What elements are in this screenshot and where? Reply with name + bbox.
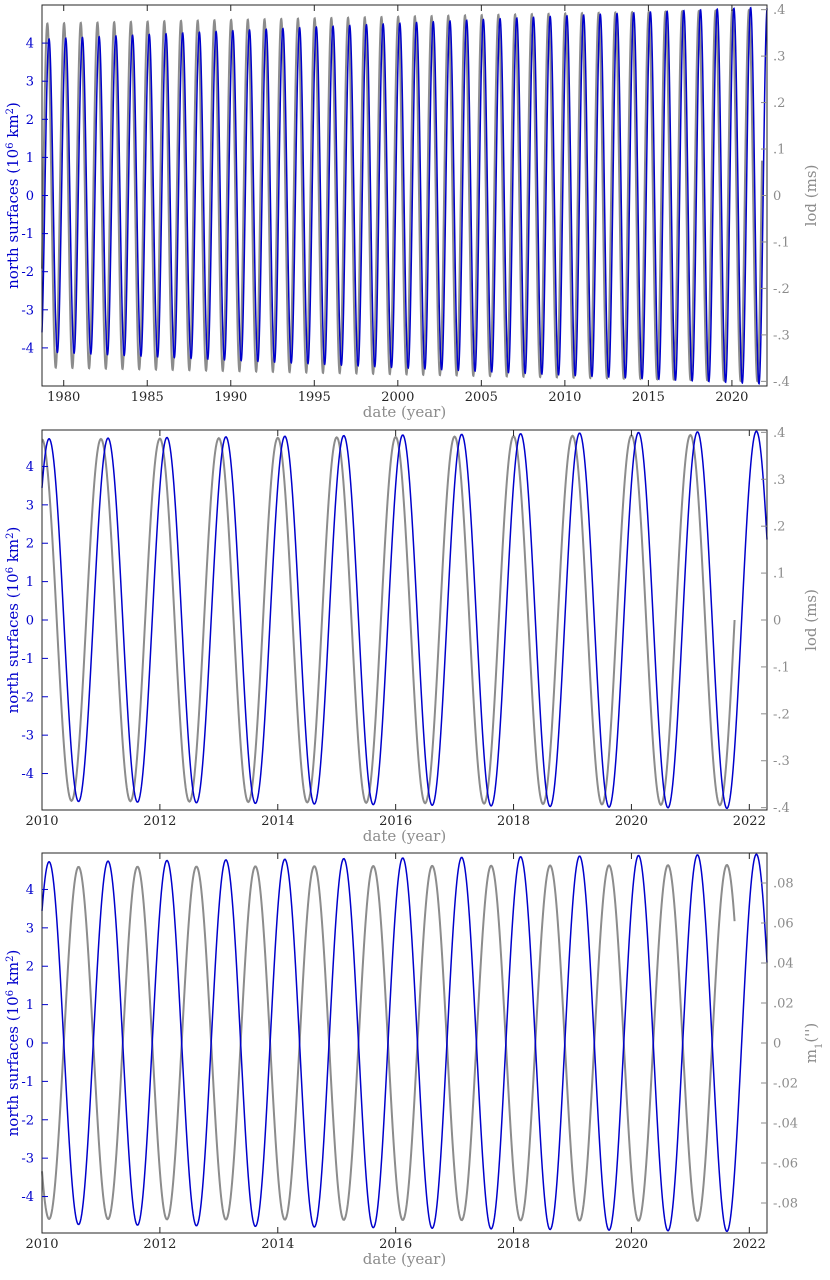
x-axis-label: date (year) [363, 827, 446, 845]
y-left-tick-label: 1 [26, 998, 34, 1013]
plot-frame [41, 852, 768, 1234]
x-tick-label: 2010 [548, 390, 581, 405]
x-tick-label: 2010 [25, 814, 58, 829]
y-right-tick-label: 0 [773, 1037, 781, 1052]
y-right-tick-label: .4 [773, 3, 785, 18]
y-left-tick-label: -4 [21, 341, 34, 356]
y-right-tick-label: .1 [773, 567, 785, 582]
x-tick-label: 2020 [615, 814, 648, 829]
chart-panel-2: 2010 2012 2014 2016 2018 2020 2022 -4 -3 -2 -1 0 1 2 3… [4, 426, 820, 845]
y-right-tick-label: .3 [773, 473, 785, 488]
x-tick-label: 2015 [632, 390, 665, 405]
x-tick-label: 2016 [379, 814, 412, 829]
y-left-tick-label: 4 [26, 37, 34, 52]
x-tick-label: 2018 [497, 814, 530, 829]
series-line-left [41, 430, 768, 810]
y-right-tick-label: -.2 [773, 707, 790, 722]
y-left-tick-label: 2 [26, 113, 34, 128]
y-right-tick-label: .08 [773, 877, 794, 892]
x-tick-label: 2000 [381, 390, 414, 405]
y-left-tick-label: 3 [26, 75, 34, 90]
x-tick-label: 2020 [715, 390, 748, 405]
y-right-tick-label: 0 [773, 614, 781, 629]
y-right-tick-label: -.1 [773, 660, 790, 675]
y-right-tick-label: -.2 [773, 282, 790, 297]
y-right-axis-label: m1('') [802, 1023, 825, 1064]
y-left-tick-label: 0 [26, 614, 34, 629]
x-tick-label: 2014 [261, 1237, 294, 1252]
series-line-right [41, 433, 736, 807]
y-left-tick-label: -2 [21, 1113, 34, 1128]
y-right-tick-label: .1 [773, 143, 785, 158]
x-tick-label: 1980 [47, 390, 80, 405]
y-left-tick-label: 4 [26, 883, 34, 898]
y-right-tick-label: .2 [773, 520, 785, 535]
y-right-tick-label: -.4 [773, 801, 790, 816]
y-right-tick-label: -.3 [773, 328, 790, 343]
y-left-tick-label: 2 [26, 537, 34, 552]
y-right-tick-label: -.06 [773, 1157, 798, 1172]
y-left-tick-label: -4 [21, 1190, 34, 1205]
y-right-tick-label: -.4 [773, 375, 790, 390]
x-tick-label: 2022 [733, 1237, 766, 1252]
y-left-tick-label: 1 [26, 575, 34, 590]
y-right-tick-label: -.04 [773, 1117, 798, 1132]
y-right-tick-label: -.1 [773, 235, 790, 250]
x-axis-label: date (year) [363, 403, 446, 421]
x-tick-label: 2010 [25, 1237, 58, 1252]
y-right-tick-label: -.3 [773, 754, 790, 769]
chart-panel-1: 1980 1985 1990 1995 2000 2005 2010 2015 2020-4-3… [4, 3, 820, 421]
y-right-tick-label: .06 [773, 917, 794, 932]
chart-panel-3: 2010 2012 2014 2016 2018 2020 2022 -4 -3 -2 -1 0 1 2 3… [4, 852, 825, 1268]
y-left-tick-label: 3 [26, 498, 34, 513]
series-line-left [41, 6, 768, 385]
y-right-axis-label: lod (ms) [802, 589, 820, 651]
x-tick-label: 2020 [615, 1237, 648, 1252]
y-left-tick-label: -3 [21, 729, 34, 744]
y-left-tick-label: -2 [21, 265, 34, 280]
y-left-axis-label: north surfaces (106 km2) [4, 950, 22, 1137]
y-right-tick-label: .4 [773, 426, 785, 441]
y-right-tick-label: .04 [773, 957, 794, 972]
y-left-tick-label: -1 [21, 227, 34, 242]
y-right-tick-label: .2 [773, 96, 785, 111]
x-tick-label: 2012 [143, 1237, 176, 1252]
y-left-axis-label: north surfaces (106 km2) [4, 102, 22, 289]
y-right-tick-label: .3 [773, 50, 785, 65]
y-right-tick-label: 0 [773, 189, 781, 204]
series-line-left [41, 853, 768, 1233]
x-axis-label: date (year) [363, 1250, 446, 1268]
y-right-tick-label: .02 [773, 997, 794, 1012]
x-tick-label: 2014 [261, 814, 294, 829]
y-left-tick-label: 2 [26, 960, 34, 975]
y-right-tick-label: -.02 [773, 1077, 798, 1092]
y-left-tick-label: -3 [21, 1152, 34, 1167]
series-line-right [41, 8, 763, 383]
x-tick-label: 2022 [733, 814, 766, 829]
y-left-tick-label: 4 [26, 460, 34, 475]
y-left-tick-label: 1 [26, 151, 34, 166]
x-tick-label: 2005 [465, 390, 498, 405]
x-tick-label: 1985 [131, 390, 164, 405]
plot-frame [41, 429, 768, 811]
x-tick-label: 1995 [298, 390, 331, 405]
y-left-axis-label: north surfaces (106 km2) [4, 527, 22, 714]
y-left-tick-label: 3 [26, 921, 34, 936]
y-right-axis-label: lod (ms) [802, 165, 820, 227]
y-left-tick-label: 0 [26, 189, 34, 204]
y-left-tick-label: -1 [21, 1075, 34, 1090]
y-left-tick-label: 0 [26, 1037, 34, 1052]
y-left-tick-label: -4 [21, 767, 34, 782]
x-tick-label: 1990 [214, 390, 247, 405]
x-tick-label: 2018 [497, 1237, 530, 1252]
y-left-tick-label: -3 [21, 303, 34, 318]
y-right-tick-label: -.08 [773, 1197, 798, 1212]
x-tick-label: 2012 [143, 814, 176, 829]
x-tick-label: 2016 [379, 1237, 412, 1252]
y-left-tick-label: -2 [21, 690, 34, 705]
y-left-tick-label: -1 [21, 652, 34, 667]
